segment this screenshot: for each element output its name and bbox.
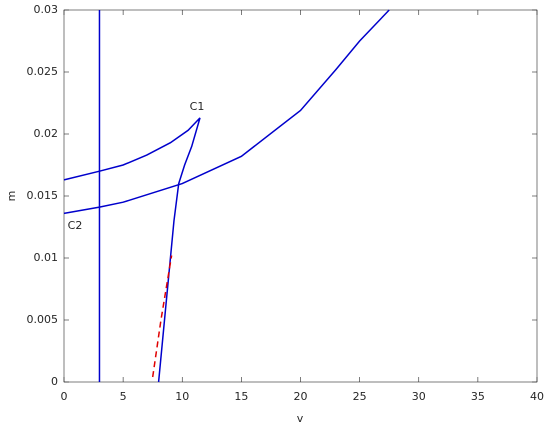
x-tick-label: 15 (234, 390, 248, 403)
annotation: C2 (68, 219, 83, 232)
x-tick-label: 40 (530, 390, 544, 403)
y-tick-label: 0 (51, 375, 58, 388)
y-tick-label: 0.02 (34, 127, 59, 140)
y-tick-label: 0.015 (27, 189, 59, 202)
x-tick-label: 5 (120, 390, 127, 403)
y-tick-label: 0.03 (34, 3, 59, 16)
x-tick-label: 0 (61, 390, 68, 403)
x-tick-label: 30 (412, 390, 426, 403)
curve (63, 9, 390, 215)
x-tick-label: 25 (353, 390, 367, 403)
y-tick-label: 0.01 (34, 251, 59, 264)
x-tick-label: 20 (294, 390, 308, 403)
y-axis-label: m (5, 191, 18, 202)
x-axis-label: v (297, 412, 304, 425)
y-tick-label: 0.025 (27, 65, 59, 78)
annotation: C1 (190, 100, 205, 113)
y-tick-label: 0.005 (27, 313, 59, 326)
x-tick-label: 35 (471, 390, 485, 403)
curve (63, 117, 201, 383)
plot-box (63, 9, 538, 383)
curve (151, 255, 173, 378)
x-tick-label: 10 (175, 390, 189, 403)
